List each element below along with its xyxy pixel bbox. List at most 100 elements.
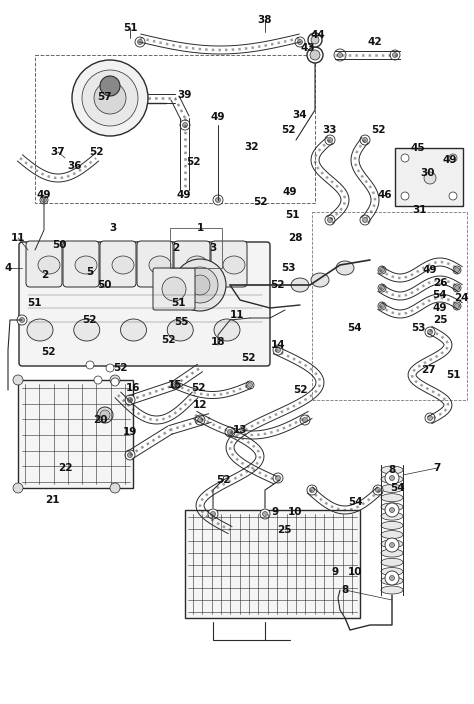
Circle shape [390,575,394,581]
Circle shape [128,453,133,458]
Text: 37: 37 [51,147,65,157]
Ellipse shape [223,256,245,274]
Ellipse shape [27,319,53,341]
Text: 55: 55 [174,317,188,327]
Text: 3: 3 [210,243,217,253]
Circle shape [401,154,409,162]
Circle shape [390,508,394,513]
FancyBboxPatch shape [174,241,210,287]
Circle shape [363,218,367,222]
Circle shape [453,266,461,274]
Circle shape [19,318,25,322]
Ellipse shape [311,273,329,287]
Circle shape [455,268,459,272]
Circle shape [378,302,386,310]
Circle shape [453,302,461,310]
Ellipse shape [381,494,403,502]
Circle shape [380,286,384,291]
Text: 1: 1 [196,223,204,233]
Ellipse shape [381,512,403,520]
Ellipse shape [336,261,354,275]
Text: 27: 27 [421,365,435,375]
Text: 49: 49 [433,303,447,313]
Circle shape [390,50,400,60]
Circle shape [125,450,135,460]
Ellipse shape [381,586,403,594]
Ellipse shape [75,256,97,274]
FancyBboxPatch shape [63,241,99,287]
Circle shape [449,192,457,200]
Circle shape [213,195,223,205]
Text: 52: 52 [241,353,255,363]
Text: 52: 52 [191,383,205,393]
Ellipse shape [381,522,403,529]
Ellipse shape [167,319,193,341]
Circle shape [363,137,367,142]
Circle shape [128,398,133,403]
Ellipse shape [112,256,134,274]
Circle shape [311,36,319,44]
Circle shape [378,284,386,292]
Text: 20: 20 [93,415,107,425]
Circle shape [360,135,370,145]
Circle shape [385,503,399,517]
Circle shape [110,483,120,493]
Text: 43: 43 [301,43,315,53]
Ellipse shape [381,558,403,566]
Circle shape [373,485,383,495]
Circle shape [385,538,399,552]
Circle shape [110,375,120,385]
Circle shape [100,410,110,420]
Circle shape [385,471,399,485]
Ellipse shape [120,319,146,341]
Text: 46: 46 [378,190,392,200]
Circle shape [275,475,281,481]
Ellipse shape [381,484,403,493]
Circle shape [390,475,394,481]
Text: 54: 54 [391,483,405,493]
Circle shape [325,135,335,145]
Text: 49: 49 [211,112,225,122]
Text: 8: 8 [341,585,348,595]
Text: 52: 52 [293,385,307,395]
Text: 50: 50 [52,240,66,250]
Text: 10: 10 [288,507,302,517]
Circle shape [94,376,102,384]
Circle shape [135,37,145,47]
Text: 24: 24 [454,293,468,303]
Circle shape [302,417,308,422]
Text: 14: 14 [271,340,285,350]
Text: 52: 52 [186,157,200,167]
Circle shape [298,39,302,44]
Text: 16: 16 [126,383,140,393]
Text: 51: 51 [123,23,137,33]
Text: 42: 42 [368,37,383,47]
Circle shape [424,172,436,184]
Text: 34: 34 [292,110,307,120]
Text: 52: 52 [82,315,96,325]
Circle shape [174,259,226,311]
Circle shape [111,378,119,386]
Circle shape [100,76,120,96]
Text: 3: 3 [109,223,117,233]
Circle shape [275,348,281,353]
Circle shape [246,381,254,389]
Circle shape [13,483,23,493]
FancyBboxPatch shape [395,148,463,206]
Ellipse shape [381,540,403,548]
Ellipse shape [381,577,403,585]
Circle shape [182,122,188,127]
Text: 33: 33 [323,125,337,135]
Text: 18: 18 [211,337,225,347]
Circle shape [86,361,94,369]
Text: 52: 52 [281,125,295,135]
Circle shape [216,198,220,203]
Text: 8: 8 [388,465,396,475]
Ellipse shape [214,319,240,341]
Text: 21: 21 [45,495,59,505]
Text: 54: 54 [433,290,447,300]
Circle shape [97,407,113,423]
Text: 30: 30 [421,168,435,178]
Circle shape [137,39,143,44]
Text: 13: 13 [233,425,247,435]
